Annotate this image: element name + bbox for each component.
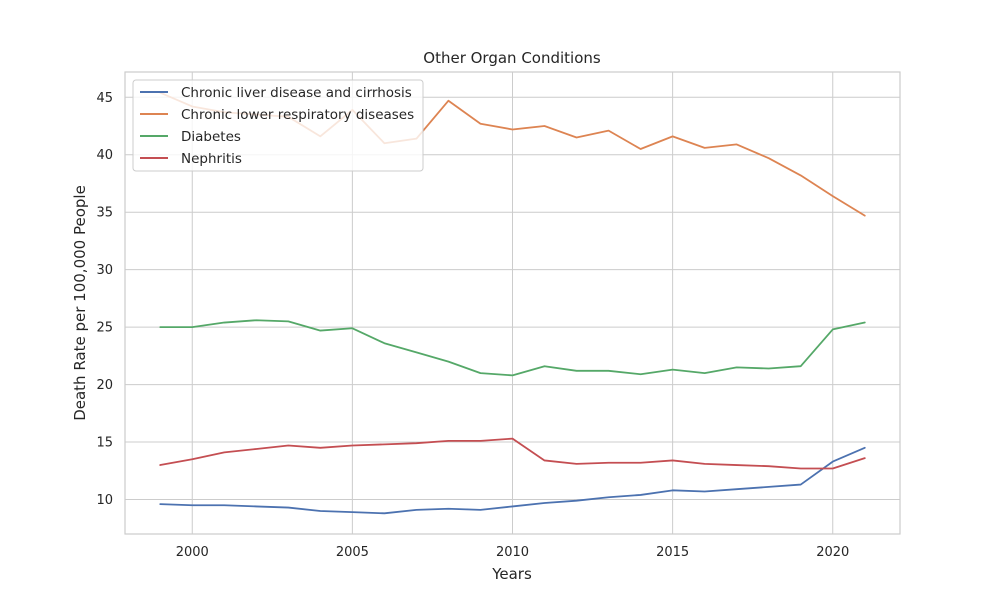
legend-box	[132, 79, 424, 172]
y-axis-label: Death Rate per 100,000 People	[71, 185, 89, 421]
y-tick-label: 10	[96, 493, 113, 508]
chart-title: Other Organ Conditions	[423, 49, 601, 67]
series-line-2	[159, 319, 866, 377]
legend-label: Nephritis	[181, 151, 242, 167]
y-tick-label: 30	[96, 263, 113, 278]
legend-label: Chronic lower respiratory diseases	[181, 107, 414, 123]
plot-frame	[124, 71, 901, 535]
x-tick-label: 2010	[496, 545, 529, 560]
y-tick-label: 35	[96, 206, 113, 221]
legend-label: Diabetes	[181, 129, 241, 145]
legend-label: Chronic liver disease and cirrhosis	[181, 85, 412, 101]
y-axis-ticks: 10 15 20 25 30 35 40 45	[96, 91, 113, 508]
x-tick-label: 2015	[656, 545, 689, 560]
series-line-0	[159, 446, 866, 515]
y-tick-label: 15	[96, 436, 113, 451]
y-tick-label: 45	[96, 91, 113, 106]
series-line-3	[159, 437, 866, 470]
legend: Chronic liver disease and cirrhosis Chron…	[132, 79, 424, 172]
x-axis-ticks: 2000 2005 2010 2015 2020	[176, 545, 850, 560]
y-tick-label: 40	[96, 148, 113, 163]
x-tick-label: 2000	[176, 545, 209, 560]
x-axis-label: Years	[491, 565, 532, 583]
x-tick-label: 2020	[816, 545, 849, 560]
y-tick-label: 20	[96, 378, 113, 393]
x-tick-label: 2005	[336, 545, 369, 560]
y-tick-label: 25	[96, 321, 113, 336]
